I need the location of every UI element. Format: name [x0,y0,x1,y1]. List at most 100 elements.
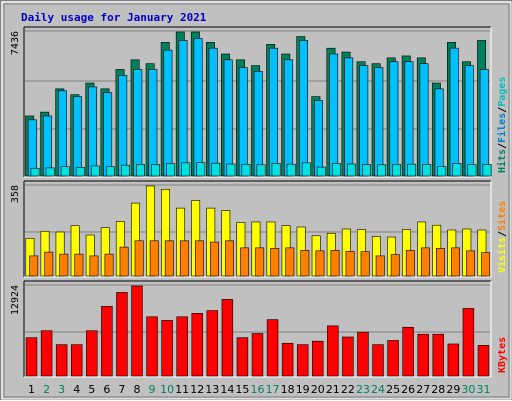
bar-kbytes-28 [432,333,444,377]
bar-kbytes-5 [86,330,98,377]
bar-sites-3 [59,253,69,277]
bar-pages-1 [30,167,40,177]
bar-pages-4 [75,166,85,177]
bar-pages-10 [166,163,176,177]
bar-kbytes-15 [236,337,249,377]
x-tick-label-8: 8 [133,383,140,396]
bar-kbytes-23 [357,331,369,377]
bar-sites-21 [330,250,340,277]
bar-files-10 [163,49,173,177]
bar-sites-27 [420,247,430,277]
bar-pages-25 [392,164,402,177]
bar-pages-15 [241,164,251,177]
bar-pages-6 [105,166,115,177]
bar-files-9 [148,69,158,177]
bar-sites-13 [210,241,219,277]
bar-pages-5 [90,165,100,177]
bar-files-15 [238,67,248,177]
bar-pages-21 [331,163,341,177]
x-tick-label-25: 25 [386,383,400,396]
bar-sites-2 [44,251,54,277]
bar-pages-7 [121,164,130,177]
bar-files-14 [223,59,233,177]
bar-kbytes-11 [176,316,188,377]
legend-item: Hits [496,149,508,173]
y-max-label-hits-files-pages: 7436 [10,31,21,55]
legend-item: / [497,231,508,237]
bar-kbytes-27 [417,333,429,377]
bar-kbytes-24 [372,344,384,377]
bar-pages-16 [256,164,266,177]
x-tick-label-22: 22 [341,383,355,396]
bar-pages-13 [211,162,221,177]
bar-files-4 [73,96,82,177]
legend-item: Visits [496,237,508,273]
bar-sites-14 [225,240,234,277]
bar-kbytes-22 [342,336,354,377]
x-tick-label-21: 21 [326,383,340,396]
bar-sites-15 [240,247,250,277]
bar-kbytes-16 [251,333,264,377]
bar-kbytes-20 [312,340,324,377]
x-tick-label-15: 15 [235,383,249,396]
bar-sites-17 [270,248,280,277]
bar-kbytes-13 [206,310,219,377]
bar-kbytes-18 [281,342,294,377]
bar-kbytes-6 [101,306,113,377]
bar-files-25 [389,61,399,177]
bar-files-13 [208,47,218,177]
bar-pages-20 [316,166,326,177]
bar-pages-9 [151,164,161,177]
x-tick-label-19: 19 [296,383,310,396]
bar-files-20 [314,100,324,177]
bar-pages-27 [422,164,432,177]
chart-title: Daily usage for January 2021 [21,11,207,24]
bar-sites-7 [119,246,129,277]
bar-kbytes-31 [477,345,490,377]
bar-pages-12 [196,162,206,177]
bar-sites-4 [74,253,84,277]
bar-pages-11 [181,162,191,177]
bar-pages-30 [467,164,477,177]
bar-files-3 [58,90,67,177]
bar-sites-31 [481,252,491,277]
bar-files-12 [193,38,203,177]
bar-kbytes-19 [296,344,309,377]
y-max-label-visits-sites: 358 [10,185,21,203]
bar-sites-6 [104,253,114,277]
bar-pages-3 [60,166,70,177]
bar-files-31 [479,69,489,177]
x-tick-label-20: 20 [311,383,325,396]
bar-sites-20 [315,250,325,277]
bar-pages-23 [362,164,371,177]
legend-visits-sites: Visits/Sites [496,201,508,273]
bar-kbytes-9 [146,316,158,377]
bar-files-17 [268,47,278,177]
bar-sites-19 [300,250,310,277]
x-tick-label-7: 7 [118,383,125,396]
x-tick-label-14: 14 [220,383,234,396]
bar-files-8 [133,69,143,177]
outer-frame-dark [3,3,510,398]
legend-kbytes: KBytes [497,337,508,373]
bar-kbytes-30 [462,308,475,377]
bar-sites-23 [360,251,370,277]
x-tick-label-26: 26 [401,383,415,396]
legend-item: Files [496,113,508,143]
bar-kbytes-25 [387,340,399,377]
bar-pages-2 [45,167,55,177]
bar-kbytes-29 [447,343,460,377]
legend-item: / [497,107,508,113]
x-tick-label-11: 11 [175,383,189,396]
x-tick-label-30: 30 [461,383,475,396]
bar-kbytes-21 [327,325,339,377]
x-tick-label-29: 29 [446,383,460,396]
x-tick-label-13: 13 [205,383,219,396]
x-tick-label-4: 4 [73,383,80,396]
bar-files-1 [27,119,37,177]
bar-pages-22 [346,163,356,177]
bar-kbytes-3 [55,344,68,377]
